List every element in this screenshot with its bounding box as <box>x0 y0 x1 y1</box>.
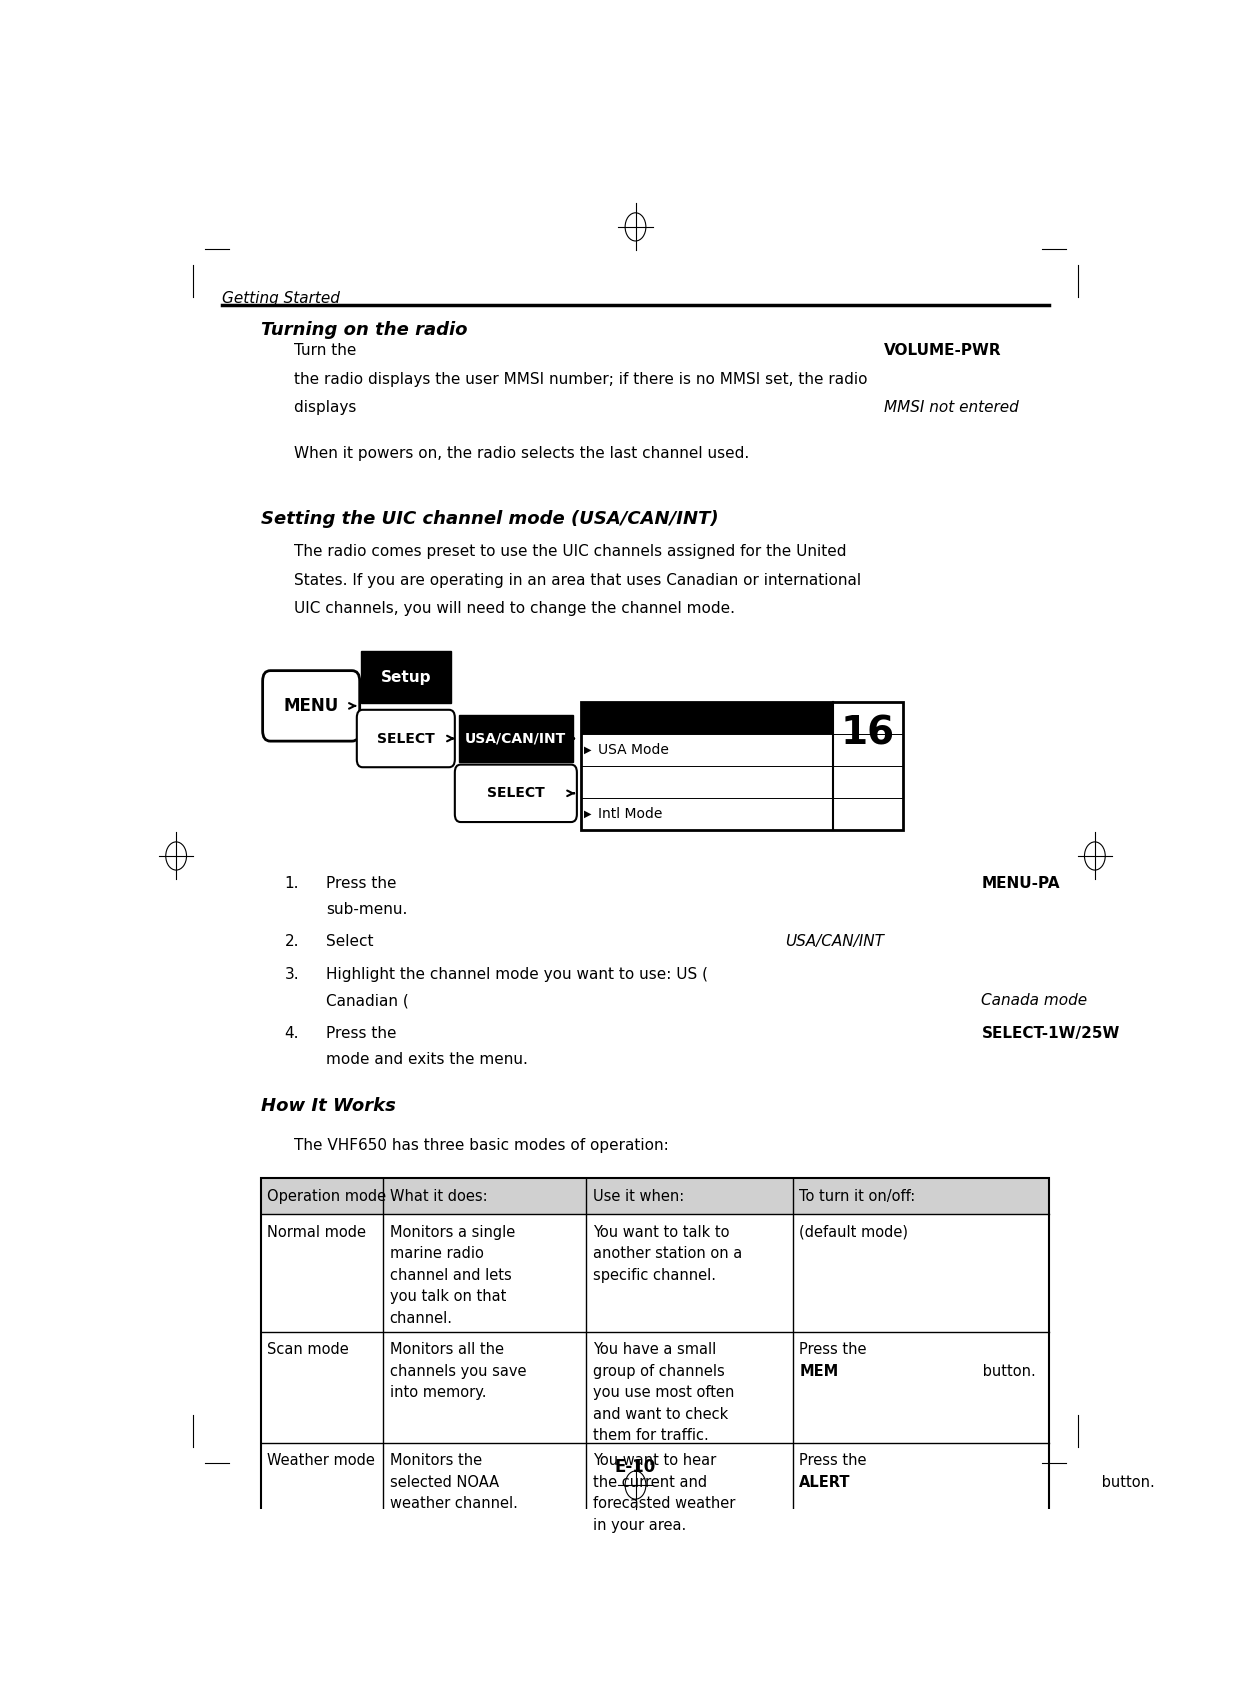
Text: them for traffic.: them for traffic. <box>593 1429 708 1444</box>
Text: MMSI not entered: MMSI not entered <box>884 400 1019 415</box>
Text: MENU-PA: MENU-PA <box>982 876 1060 890</box>
Text: channels you save: channels you save <box>389 1364 526 1378</box>
Text: weather channel.: weather channel. <box>389 1497 517 1512</box>
Text: button.: button. <box>978 1364 1035 1378</box>
Text: How It Works: How It Works <box>260 1097 396 1115</box>
Text: Getting Started: Getting Started <box>222 292 340 305</box>
Text: Canada mode: Canada mode <box>982 993 1087 1009</box>
Text: button.: button. <box>1097 1475 1154 1490</box>
Text: ALERT: ALERT <box>800 1475 851 1490</box>
Text: into memory.: into memory. <box>389 1385 486 1400</box>
Text: The radio comes preset to use the UIC channels assigned for the United: The radio comes preset to use the UIC ch… <box>294 544 847 559</box>
Text: SELECT-1W/25W: SELECT-1W/25W <box>982 1025 1120 1041</box>
Text: 1.: 1. <box>285 876 299 890</box>
Text: Setup: Setup <box>381 670 432 685</box>
Text: Normal mode: Normal mode <box>268 1225 367 1239</box>
Text: displays: displays <box>294 400 362 415</box>
Text: Monitors the: Monitors the <box>389 1453 481 1468</box>
Text: (default mode): (default mode) <box>800 1225 909 1239</box>
Text: another station on a: another station on a <box>593 1246 742 1261</box>
Text: Weather mode: Weather mode <box>268 1453 376 1468</box>
Text: Press the: Press the <box>800 1342 872 1358</box>
Text: 4.: 4. <box>285 1025 299 1041</box>
Text: VOLUME-PWR: VOLUME-PWR <box>884 342 1002 358</box>
Text: USA/CAN/INT: USA/CAN/INT <box>785 934 884 949</box>
Text: Press the: Press the <box>326 876 402 890</box>
Text: UIC Channels: UIC Channels <box>589 710 681 725</box>
Text: Turn the: Turn the <box>294 342 362 358</box>
Text: Canada Mode: Canada Mode <box>589 775 694 788</box>
Text: Scan mode: Scan mode <box>268 1342 350 1358</box>
Text: group of channels: group of channels <box>593 1364 724 1378</box>
Text: USA Mode: USA Mode <box>598 742 668 758</box>
Text: Press the: Press the <box>326 1025 402 1041</box>
Text: the current and: the current and <box>593 1475 707 1490</box>
Text: Monitors a single: Monitors a single <box>389 1225 515 1239</box>
FancyBboxPatch shape <box>455 764 577 822</box>
Text: the radio displays the user MMSI number; if there is no MMSI set, the radio: the radio displays the user MMSI number;… <box>294 371 868 386</box>
Text: Use it when:: Use it when: <box>593 1188 684 1203</box>
Text: Select: Select <box>326 934 378 949</box>
Text: ▶: ▶ <box>584 744 591 754</box>
FancyBboxPatch shape <box>361 651 451 703</box>
FancyBboxPatch shape <box>459 715 573 763</box>
Text: Intl Mode: Intl Mode <box>598 807 662 820</box>
Text: Monitors all the: Monitors all the <box>389 1342 503 1358</box>
Text: You have a small: You have a small <box>593 1342 717 1358</box>
Text: You want to talk to: You want to talk to <box>593 1225 729 1239</box>
Text: To turn it on/off:: To turn it on/off: <box>800 1188 915 1203</box>
Text: Canadian (: Canadian ( <box>326 993 409 1009</box>
Text: Press the: Press the <box>800 1453 872 1468</box>
Text: you use most often: you use most often <box>593 1385 734 1400</box>
Text: channel.: channel. <box>389 1310 453 1325</box>
Text: Highlight the channel mode you want to use: US (: Highlight the channel mode you want to u… <box>326 966 708 981</box>
Text: mode and exits the menu.: mode and exits the menu. <box>326 1053 528 1066</box>
Text: MENU: MENU <box>284 697 339 715</box>
Text: States. If you are operating in an area that uses Canadian or international: States. If you are operating in an area … <box>294 573 862 588</box>
FancyBboxPatch shape <box>357 710 455 768</box>
FancyBboxPatch shape <box>580 702 903 831</box>
Text: Turning on the radio: Turning on the radio <box>260 320 467 339</box>
Text: forecasted weather: forecasted weather <box>593 1497 735 1512</box>
Text: 2.: 2. <box>285 934 299 949</box>
Text: What it does:: What it does: <box>389 1188 487 1203</box>
Text: in your area.: in your area. <box>593 1517 686 1532</box>
Text: You want to hear: You want to hear <box>593 1453 717 1468</box>
Text: sub-menu.: sub-menu. <box>326 902 408 917</box>
Text: marine radio: marine radio <box>389 1246 484 1261</box>
Text: The VHF650 has three basic modes of operation:: The VHF650 has three basic modes of oper… <box>294 1137 670 1153</box>
Text: USA/CAN/INT: USA/CAN/INT <box>465 732 567 746</box>
Text: E-10: E-10 <box>615 1458 656 1476</box>
Text: specific channel.: specific channel. <box>593 1268 715 1283</box>
FancyBboxPatch shape <box>260 1178 1049 1214</box>
Text: 3.: 3. <box>285 966 299 981</box>
Text: you talk on that: you talk on that <box>389 1290 506 1305</box>
Text: MEM: MEM <box>800 1364 838 1378</box>
Text: Setting the UIC channel mode (USA/CAN/INT): Setting the UIC channel mode (USA/CAN/IN… <box>260 510 718 527</box>
Text: ▶: ▶ <box>584 809 591 819</box>
Text: When it powers on, the radio selects the last channel used.: When it powers on, the radio selects the… <box>294 446 750 461</box>
Text: UIC channels, you will need to change the channel mode.: UIC channels, you will need to change th… <box>294 602 735 617</box>
Text: channel and lets: channel and lets <box>389 1268 511 1283</box>
Text: selected NOAA: selected NOAA <box>389 1475 498 1490</box>
Text: SELECT: SELECT <box>377 732 435 746</box>
Text: and want to check: and want to check <box>593 1407 728 1422</box>
FancyBboxPatch shape <box>263 671 360 741</box>
Text: Operation mode: Operation mode <box>268 1188 387 1203</box>
Text: SELECT: SELECT <box>487 786 544 800</box>
FancyBboxPatch shape <box>580 702 833 734</box>
Text: 16: 16 <box>841 715 895 753</box>
